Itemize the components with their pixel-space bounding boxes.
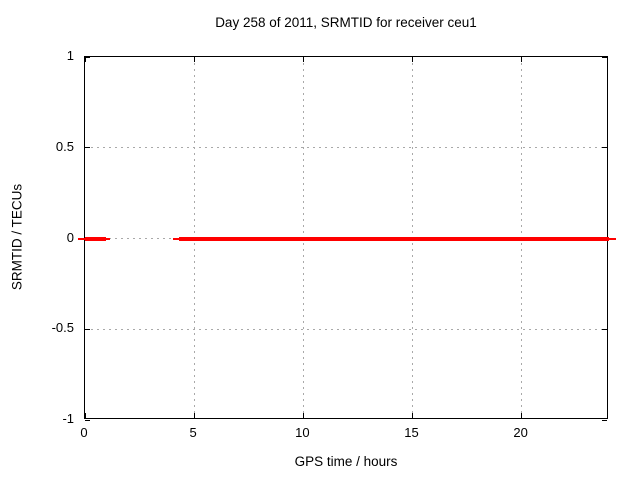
x-tick-mark	[193, 413, 195, 418]
y-tick-mark-right	[602, 419, 607, 421]
x-tick-mark	[302, 413, 304, 418]
data-line-segment	[105, 237, 111, 240]
x-tick-mark	[84, 413, 86, 418]
y-tick-label: 1	[66, 48, 74, 63]
x-tick-mark-top	[412, 57, 413, 62]
y-tick-label: 0.5	[55, 138, 74, 154]
x-tick-mark-top	[84, 57, 86, 62]
y-tick-mark-right	[602, 328, 607, 330]
chart-title: Day 258 of 2011, SRMTID for receiver ceu…	[215, 15, 477, 30]
x-tick-mark-top	[193, 57, 195, 62]
h-gridline	[85, 147, 607, 149]
x-tick-label: 15	[404, 425, 419, 440]
x-tick-mark	[521, 413, 523, 418]
y-tick-label: -0.5	[51, 320, 74, 336]
x-tick-label: 20	[513, 425, 528, 440]
x-tick-label: 5	[189, 425, 197, 440]
y-tick-mark	[85, 328, 90, 330]
x-axis-label: GPS time / hours	[294, 454, 398, 469]
y-tick-mark	[85, 419, 90, 421]
y-tick-label: -1	[62, 411, 74, 426]
plot-area	[78, 56, 616, 421]
y-tick-mark	[85, 147, 90, 149]
y-tick-label: 0	[66, 229, 74, 245]
data-line-segment	[85, 236, 106, 241]
x-tick-label: 0	[80, 425, 88, 440]
data-line-segment	[178, 236, 609, 241]
x-tick-label: 10	[295, 425, 310, 440]
h-gridline	[85, 328, 607, 330]
data-line-segment	[609, 237, 616, 240]
y-tick-mark	[85, 56, 90, 58]
y-tick-mark-right	[602, 56, 607, 58]
data-line-segment	[78, 237, 85, 240]
y-tick-mark-right	[602, 147, 607, 149]
x-tick-mark-top	[521, 57, 523, 62]
data-line-segment	[173, 237, 179, 240]
x-tick-mark-top	[302, 57, 304, 62]
x-tick-mark	[412, 413, 413, 418]
